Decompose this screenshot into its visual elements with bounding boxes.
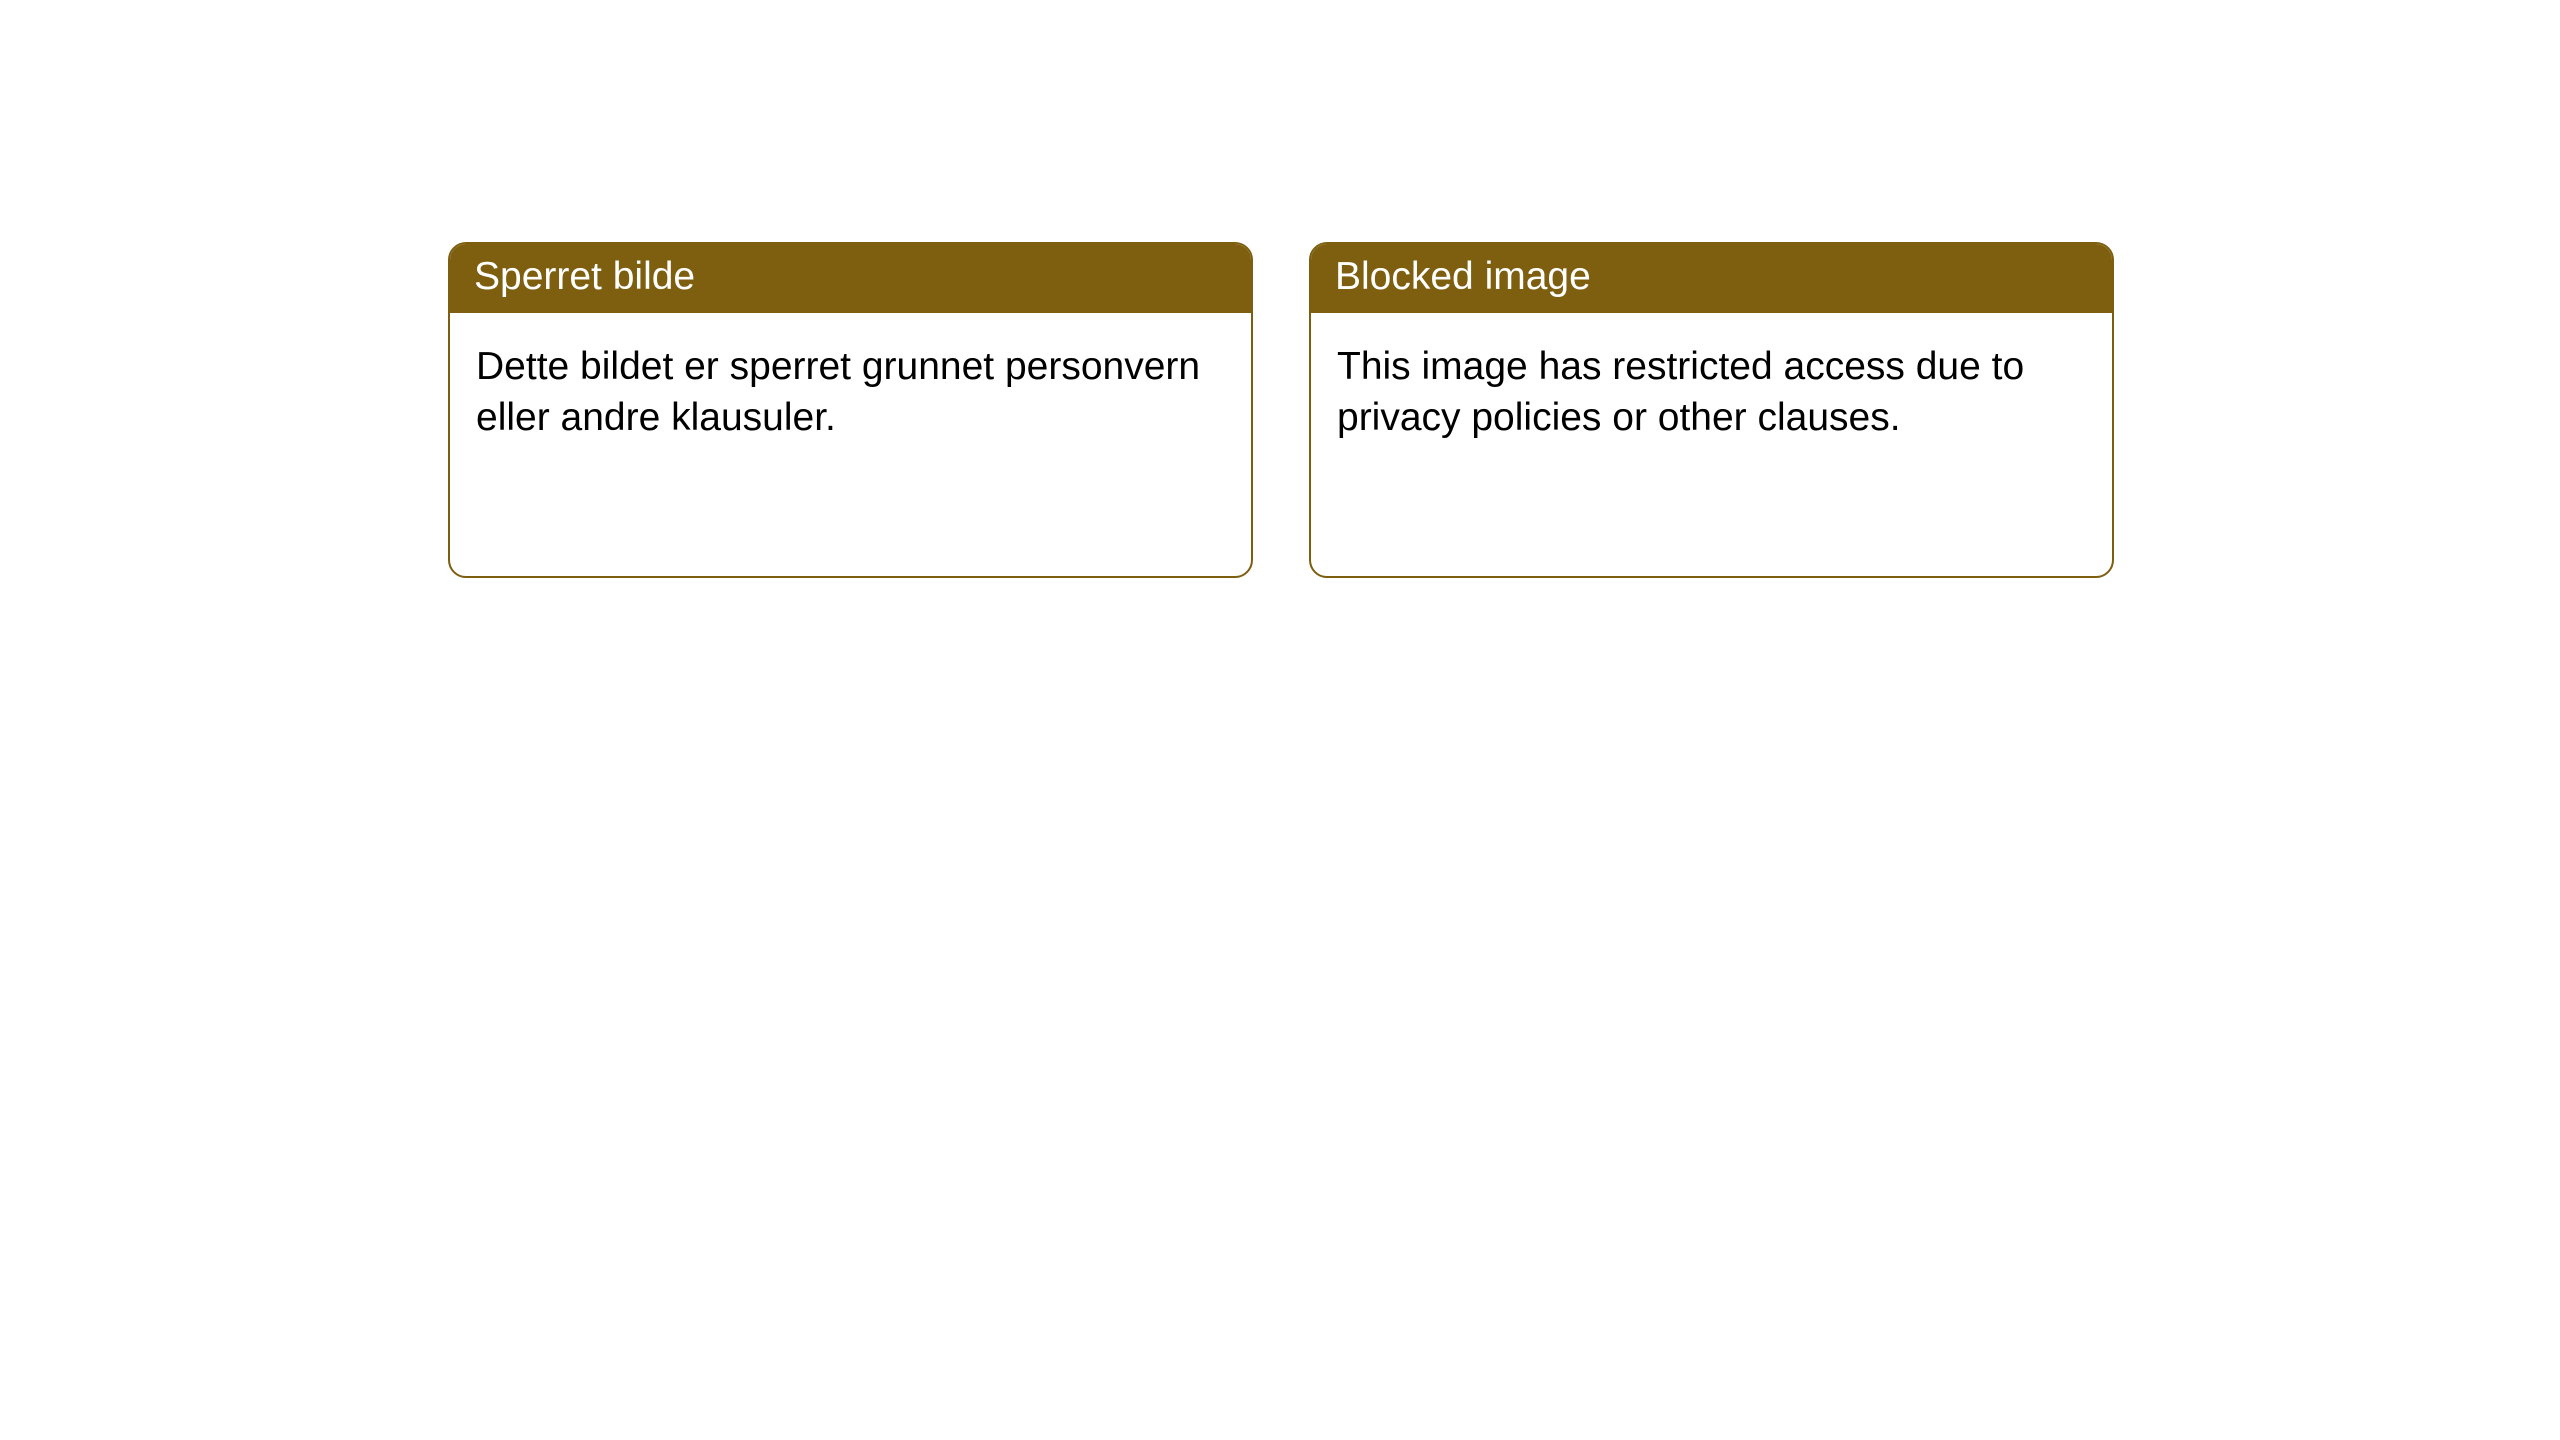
notice-card-no: Sperret bilde Dette bildet er sperret gr… [448,242,1253,578]
notice-container: Sperret bilde Dette bildet er sperret gr… [448,242,2114,578]
notice-title-no: Sperret bilde [450,244,1251,313]
notice-title-en: Blocked image [1311,244,2112,313]
notice-body-en: This image has restricted access due to … [1311,313,2112,472]
notice-body-no: Dette bildet er sperret grunnet personve… [450,313,1251,472]
notice-card-en: Blocked image This image has restricted … [1309,242,2114,578]
